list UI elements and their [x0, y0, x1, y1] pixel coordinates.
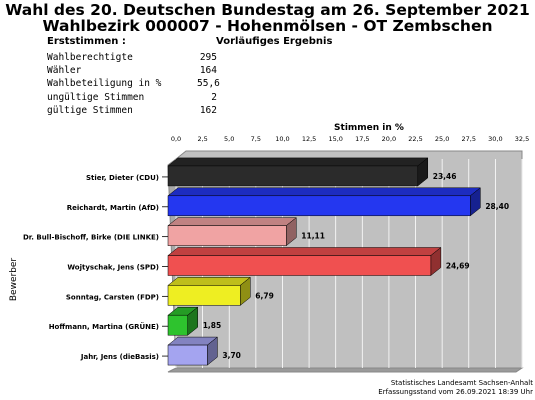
bar-value-label: 28,40 — [485, 202, 509, 211]
stat-value: 164 — [199, 65, 217, 77]
stat-value: 162 — [199, 104, 217, 116]
plot-floor — [167, 367, 524, 373]
bar — [167, 255, 432, 276]
x-tick-label: 5,0 — [224, 135, 234, 143]
stat-row: gültige Stimmen 162 — [47, 104, 217, 117]
bar-value-label: 1,85 — [203, 321, 222, 330]
x-axis-title: Stimmen in % — [334, 123, 404, 133]
bar — [167, 344, 208, 366]
bar-top — [167, 277, 252, 286]
category-label: Reichardt, Martin (AfD) — [67, 204, 159, 212]
bar — [167, 285, 241, 306]
x-tick-label: 0,0 — [171, 135, 181, 143]
stats-table: Wahlberechtigte 295 Wähler 164 Wahlbeteiligu… — [47, 51, 220, 117]
category-label: Hoffmann, Martina (GRÜNE) — [49, 322, 159, 331]
x-tick-label: 20,0 — [382, 135, 396, 143]
x-tick-label: 27,5 — [462, 135, 476, 143]
source-note: Statistisches Landesamt Sachsen-Anhalt — [390, 379, 533, 387]
chart-title-line-1: Wahl des 20. Deutschen Bundestag am 26. … — [5, 1, 530, 19]
bar — [167, 225, 287, 246]
category-label: Dr. Bull-Bischoff, Birke (DIE LINKE) — [23, 234, 159, 242]
bar-value-label: 11,11 — [301, 232, 325, 241]
stat-label: Wahlberechtigte — [47, 52, 133, 63]
x-tick-label: 22,5 — [408, 135, 422, 143]
stat-row: Wahlberechtigte 295 — [47, 51, 217, 64]
x-tick-label: 7,5 — [251, 135, 261, 143]
bar-top — [167, 187, 482, 197]
category-label: Sonntag, Carsten (FDP) — [66, 293, 159, 301]
x-tick-label: 10,0 — [275, 135, 289, 143]
stat-label: ungültige Stimmen — [47, 91, 145, 103]
x-tick-label: 30,0 — [488, 135, 502, 143]
category-label: Stier, Dieter (CDU) — [86, 174, 159, 182]
stat-row: Wahlbeteiligung in % 55,6 — [47, 77, 220, 90]
bar — [167, 314, 188, 336]
timestamp-note: Erfassungsstand vom 26.09.2021 18:39 Uhr — [378, 388, 533, 396]
x-tick-label: 25,0 — [435, 135, 449, 143]
stat-label: Wähler — [47, 65, 82, 77]
bar — [167, 165, 419, 187]
section-label: Erststimmen : — [47, 36, 126, 47]
stat-value: 55,6 — [197, 78, 220, 90]
bar-value-label: 6,79 — [255, 291, 274, 300]
category-label: Jahr, Jens (dieBasis) — [80, 353, 159, 361]
result-status: Vorläufiges Ergebnis — [216, 36, 333, 47]
bar-top — [167, 157, 429, 167]
bar — [167, 195, 471, 217]
bar-top — [167, 217, 297, 226]
bar-chart: Stimmen in % 0,0 2,5 5,0 7,5 10,0 12,5 15,0 17,5… — [9, 123, 529, 373]
x-tick-label: 32,5 — [515, 135, 529, 143]
y-axis-title: Bewerber — [9, 258, 19, 302]
x-tick-label: 12,5 — [302, 135, 316, 143]
bar-value-label: 23,46 — [433, 172, 457, 181]
stat-value: 295 — [199, 52, 217, 63]
stat-value: 2 — [211, 91, 217, 103]
bar-value-label: 3,70 — [222, 351, 241, 360]
x-tick-label: 15,0 — [328, 135, 342, 143]
bar-top — [167, 247, 442, 256]
bar-value-label: 24,69 — [446, 262, 470, 271]
stat-row: Wähler 164 — [47, 64, 217, 77]
x-tick-label: 2,5 — [197, 135, 207, 143]
stat-label: gültige Stimmen — [47, 104, 133, 116]
stat-row: ungültige Stimmen 2 — [47, 91, 217, 104]
chart-title-line-2: Wahlbezirk 000007 - Hohenmölsen - OT Zem… — [42, 17, 493, 35]
x-tick-label: 17,5 — [355, 135, 369, 143]
stat-label: Wahlbeteiligung in % — [47, 78, 162, 90]
category-label: Wojtyschak, Jens (SPD) — [67, 264, 159, 272]
